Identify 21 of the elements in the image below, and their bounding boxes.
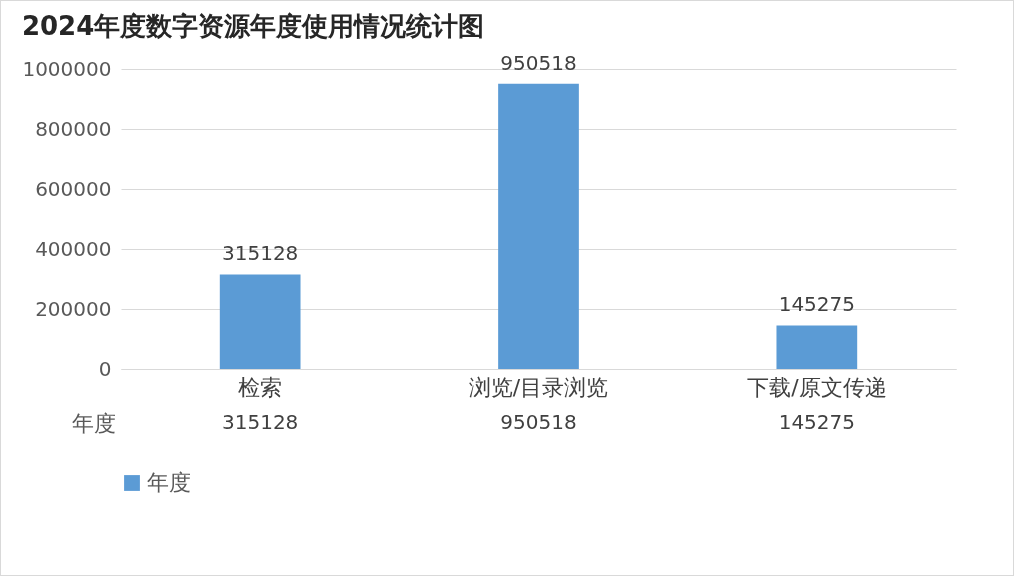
data-label: 145275	[778, 292, 856, 317]
legend-label: 年度	[147, 470, 191, 495]
y-tick-label: 200000	[35, 296, 112, 321]
text: 315128	[221, 410, 299, 434]
y-tick-label: 400000	[35, 236, 112, 261]
text: 年度	[71, 410, 116, 436]
y-tick-label: 1000000	[22, 56, 112, 81]
y-tick-label: 600000	[35, 176, 112, 201]
bar	[776, 325, 858, 369]
x-tick-label: 浏览/目录浏览	[468, 374, 609, 400]
text: 950518	[500, 410, 577, 434]
chart-title: 2024年度数字资源年度使用情况统计图	[21, 10, 485, 41]
x-tick-label: 下载/原文传递	[747, 374, 887, 400]
data-label: 315128	[221, 241, 299, 266]
bar	[219, 274, 301, 369]
bar	[498, 83, 579, 369]
text: 145275	[778, 410, 856, 434]
data-label: 950518	[500, 50, 577, 75]
y-tick-label: 800000	[35, 116, 112, 141]
y-tick-label: 0	[98, 356, 112, 381]
x-tick-label: 检索	[238, 374, 283, 400]
